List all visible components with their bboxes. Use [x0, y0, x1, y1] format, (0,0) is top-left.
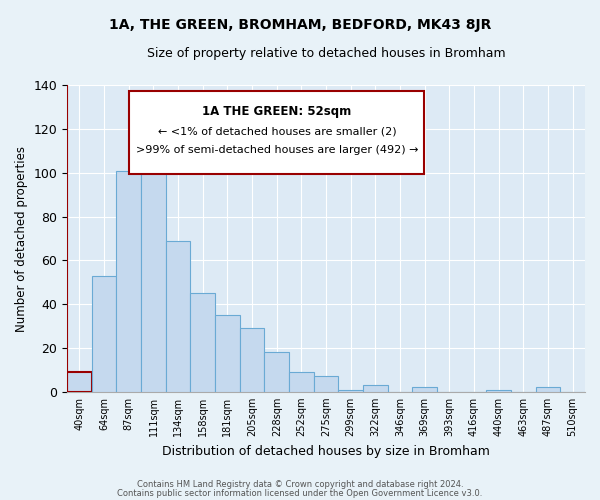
- X-axis label: Distribution of detached houses by size in Bromham: Distribution of detached houses by size …: [162, 444, 490, 458]
- Bar: [190, 294, 215, 392]
- Title: Size of property relative to detached houses in Bromham: Size of property relative to detached ho…: [147, 48, 505, 60]
- Bar: [487, 390, 511, 392]
- FancyBboxPatch shape: [129, 92, 424, 174]
- Bar: [166, 240, 190, 392]
- Bar: [289, 372, 314, 392]
- Text: 1A, THE GREEN, BROMHAM, BEDFORD, MK43 8JR: 1A, THE GREEN, BROMHAM, BEDFORD, MK43 8J…: [109, 18, 491, 32]
- Bar: [92, 276, 116, 392]
- Bar: [265, 352, 289, 392]
- Bar: [338, 390, 363, 392]
- Bar: [363, 385, 388, 392]
- Text: 1A THE GREEN: 52sqm: 1A THE GREEN: 52sqm: [202, 105, 352, 118]
- Bar: [536, 388, 560, 392]
- Bar: [240, 328, 265, 392]
- Text: >99% of semi-detached houses are larger (492) →: >99% of semi-detached houses are larger …: [136, 145, 418, 155]
- Bar: [141, 149, 166, 392]
- Text: ← <1% of detached houses are smaller (2): ← <1% of detached houses are smaller (2): [158, 126, 396, 136]
- Bar: [314, 376, 338, 392]
- Bar: [67, 372, 92, 392]
- Bar: [116, 170, 141, 392]
- Y-axis label: Number of detached properties: Number of detached properties: [15, 146, 28, 332]
- Text: Contains HM Land Registry data © Crown copyright and database right 2024.: Contains HM Land Registry data © Crown c…: [137, 480, 463, 489]
- Bar: [215, 315, 240, 392]
- Text: Contains public sector information licensed under the Open Government Licence v3: Contains public sector information licen…: [118, 488, 482, 498]
- Bar: [412, 388, 437, 392]
